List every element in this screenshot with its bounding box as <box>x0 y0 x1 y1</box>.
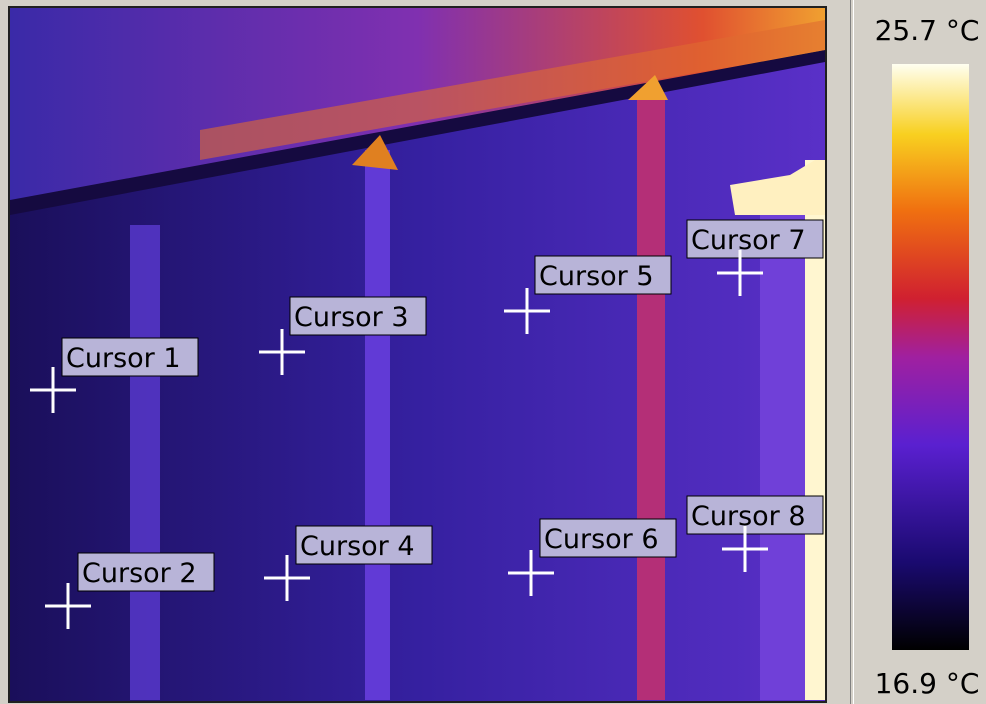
cursor-label: Cursor 5 <box>539 261 654 292</box>
viewer-canvas: 25.7 °C 16.9 °C Cursor 1 Cursor 2 Cursor 3… <box>0 0 986 704</box>
cursor-label: Cursor 4 <box>300 531 415 562</box>
pipe <box>637 95 665 700</box>
cursor-label: Cursor 8 <box>691 501 806 532</box>
cursor-label: Cursor 7 <box>691 225 806 256</box>
color-bar <box>892 64 969 650</box>
cursor-label: Cursor 1 <box>66 343 181 374</box>
wall <box>760 210 810 700</box>
pipe <box>130 225 160 700</box>
scale-max: 25.7 °C <box>875 14 980 47</box>
scale-min: 16.9 °C <box>875 667 980 700</box>
cursor-label: Cursor 3 <box>294 302 409 333</box>
separator <box>853 0 854 704</box>
thermal-viewer: 25.7 °C 16.9 °C Cursor 1 Cursor 2 Cursor 3… <box>0 0 986 704</box>
pipe <box>365 150 390 700</box>
cursor-label: Cursor 2 <box>82 558 197 589</box>
cursor-label: Cursor 6 <box>544 524 659 555</box>
separator <box>850 0 851 704</box>
